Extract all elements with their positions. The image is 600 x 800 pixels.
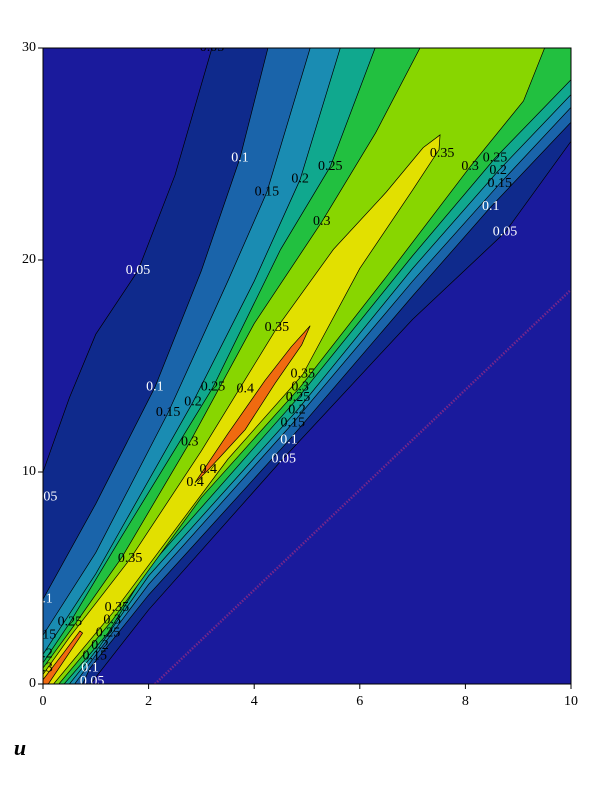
contour-label: 0.25: [96, 625, 121, 640]
contour-label: 0.05: [493, 225, 518, 240]
y-tick-label: 10: [22, 464, 36, 479]
y-tick-label: 0: [29, 676, 36, 691]
contour-label: 0.35: [430, 146, 455, 161]
contour-label: 0.25: [318, 159, 343, 174]
contour-label: 0.15: [280, 415, 305, 430]
reference-line: [154, 288, 571, 684]
contour-label: 0.35: [105, 600, 130, 615]
contour-label: 0.25: [286, 390, 311, 405]
contour-label: 0.3: [461, 159, 479, 174]
contour-label: 0.2: [291, 172, 309, 187]
contour-label: 0.15: [487, 176, 512, 191]
contour-label: 0.05: [33, 490, 58, 505]
plot-area: 0.10.050.050.10.050.10.050.10.10.050.10.…: [32, 40, 571, 689]
contour-label: 0.2: [91, 638, 109, 653]
axes: 0 2 4 6 8 10 0 10 20 30: [22, 40, 578, 709]
plot-frame: [42, 47, 572, 685]
contour-label: 0.4: [186, 475, 204, 490]
contour-label: 0.3: [181, 435, 199, 450]
contour-label: 0.35: [118, 551, 143, 566]
contour-label: 0.1: [146, 379, 164, 394]
contour-label: 0.35: [265, 320, 290, 335]
contour-label: 0.25: [58, 615, 83, 630]
x-tick-label: 8: [462, 694, 469, 709]
contour-label: 0.35: [291, 367, 316, 382]
contour-region: [194, 325, 311, 483]
x-tick-label: 0: [40, 694, 47, 709]
contour-label: 0.1: [35, 591, 53, 606]
contour-label: 0.2: [184, 394, 202, 409]
contour-label: 0.3: [291, 379, 309, 394]
contour-label: 0.1: [482, 199, 500, 214]
contour-label: 0.25: [201, 379, 226, 394]
contour-label: 0.4: [236, 382, 254, 397]
contour-label: 0.15: [82, 649, 107, 664]
contour-label: 0.05: [272, 451, 297, 466]
contour-region: [43, 630, 84, 684]
x-tick-label: 10: [564, 694, 578, 709]
contour-label: 0.3: [313, 214, 331, 229]
contour-label: 0.15: [32, 627, 57, 642]
x-tick-label: 4: [251, 694, 258, 709]
x-axis-label: u: [14, 735, 26, 760]
contour-label: 0.3: [35, 660, 53, 675]
x-tick-label: 6: [356, 694, 363, 709]
contour-label: 0.4: [200, 462, 218, 477]
contour-label: 0.2: [35, 647, 53, 662]
contour-region: [43, 134, 441, 684]
contour-label: 0.2: [489, 163, 507, 178]
contour-label: 0.05: [200, 40, 225, 55]
contour-label: 0.25: [483, 150, 508, 165]
y-tick-label: 20: [22, 252, 36, 267]
contour-label: 0.1: [81, 660, 99, 675]
y-tick-label: 30: [22, 40, 36, 55]
contour-label: 0.2: [288, 403, 306, 418]
contour-label: 0.15: [255, 184, 280, 199]
contour-label: 0.05: [80, 674, 105, 689]
contour-label: 0.1: [280, 432, 298, 447]
x-tick-label: 2: [145, 694, 152, 709]
contour-label: 0.3: [103, 613, 121, 628]
contour-label: 0.05: [126, 263, 151, 278]
contour-label: 0.1: [231, 150, 249, 165]
contour-label: 0.15: [156, 405, 181, 420]
